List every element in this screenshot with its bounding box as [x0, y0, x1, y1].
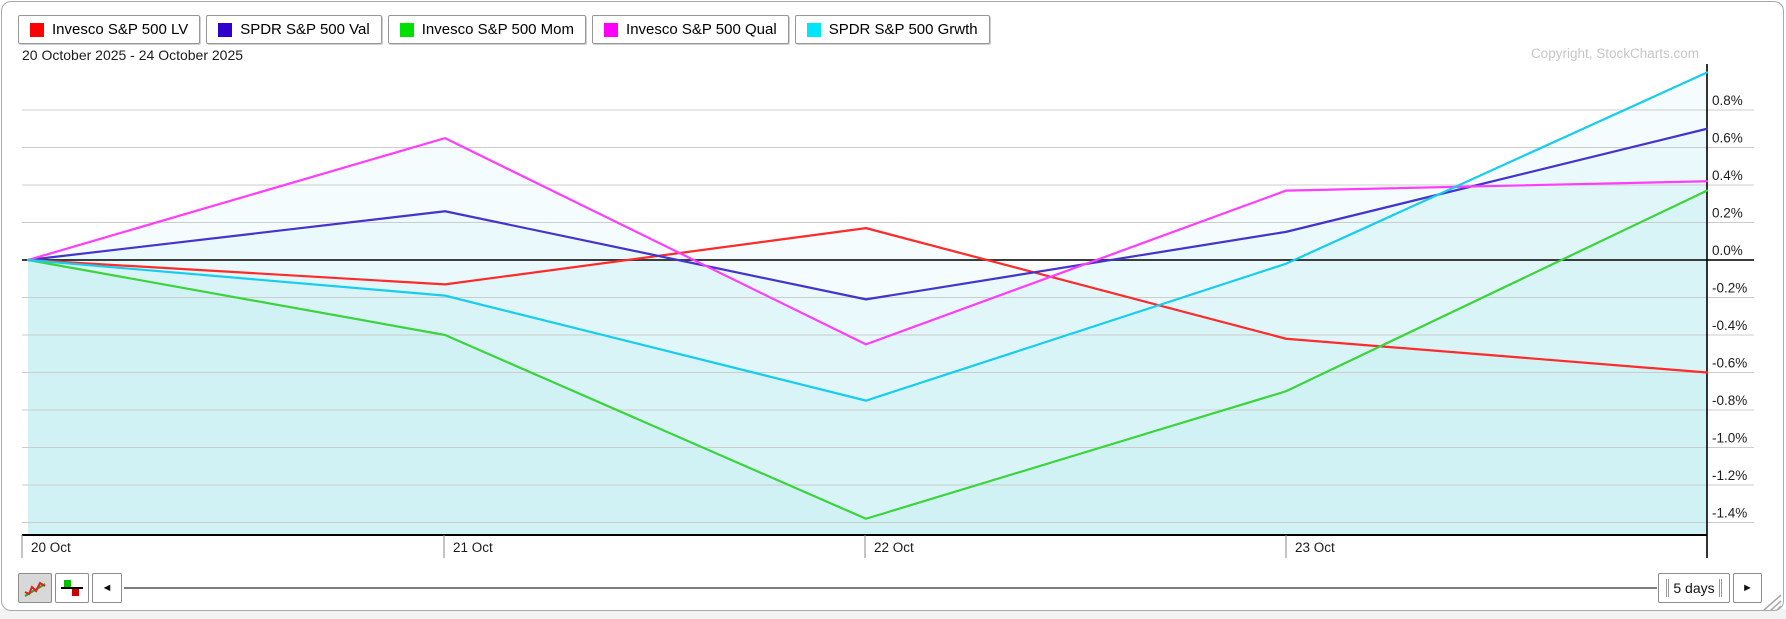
scroll-left-button[interactable]: ◄: [92, 573, 122, 603]
legend-item-label: SPDR S&P 500 Val: [240, 21, 370, 38]
legend-item-spdr-s-p-500-val[interactable]: SPDR S&P 500 Val: [206, 15, 382, 44]
x-axis-label: 23 Oct: [1295, 540, 1335, 555]
x-axis-label: 20 Oct: [31, 540, 71, 555]
scroll-right-button[interactable]: ►: [1733, 573, 1762, 603]
range-slider-thumb[interactable]: 5 days: [1658, 573, 1730, 603]
y-axis-label: 0.0%: [1712, 243, 1743, 258]
y-axis-label: 0.8%: [1712, 93, 1743, 108]
y-axis-label: 0.6%: [1712, 131, 1743, 146]
x-axis-label: 21 Oct: [453, 540, 493, 555]
series-fill-invesco-s-p-500-lv: [28, 228, 1707, 535]
y-axis-label: -0.6%: [1712, 356, 1747, 371]
legend-swatch-icon: [604, 22, 619, 37]
legend-item-spdr-s-p-500-grwth[interactable]: SPDR S&P 500 Grwth: [794, 15, 990, 44]
legend-item-label: Invesco S&P 500 LV: [52, 21, 189, 38]
y-axis-label: -0.2%: [1712, 281, 1747, 296]
legend-swatch-icon: [399, 22, 414, 37]
series-fill-spdr-s-p-500-grwth: [28, 72, 1707, 535]
legend-item-invesco-s-p-500-lv[interactable]: Invesco S&P 500 LV: [18, 15, 201, 44]
range-slider-track[interactable]: [124, 587, 1657, 589]
series-line-spdr-s-p-500-val: [26, 127, 1709, 301]
legend-item-invesco-s-p-500-qual[interactable]: Invesco S&P 500 Qual: [592, 15, 789, 44]
legend-item-invesco-s-p-500-mom[interactable]: Invesco S&P 500 Mom: [387, 15, 587, 44]
legend-swatch-icon: [30, 22, 44, 37]
series-fill-spdr-s-p-500-val: [28, 128, 1707, 535]
resize-handle-icon[interactable]: [1760, 591, 1782, 611]
thumb-grip-right: [1718, 579, 1722, 597]
legend-item-label: Invesco S&P 500 Mom: [421, 21, 575, 38]
y-axis-label: -0.4%: [1712, 318, 1747, 333]
y-axis-label: -1.0%: [1712, 431, 1747, 446]
y-axis-label: -1.2%: [1712, 468, 1747, 483]
series-fill-invesco-s-p-500-qual: [28, 138, 1707, 535]
histogram-mode-button[interactable]: [55, 573, 89, 603]
series-line-spdr-s-p-500-grwth: [26, 71, 1709, 402]
series-fill-invesco-s-p-500-mom: [28, 190, 1707, 535]
y-axis-label: -0.8%: [1712, 393, 1747, 408]
histogram-icon: [61, 580, 83, 596]
legend-swatch-icon: [806, 22, 821, 37]
x-axis-label: 22 Oct: [874, 540, 914, 555]
line-chart-icon: [24, 581, 46, 597]
legend-item-label: SPDR S&P 500 Grwth: [828, 21, 978, 38]
y-axis-label: -1.4%: [1712, 506, 1747, 521]
copyright-text: Copyright, StockCharts.com: [1530, 46, 1699, 61]
legend-swatch-icon: [218, 22, 233, 37]
line-mode-button[interactable]: [18, 573, 52, 603]
series-line-invesco-s-p-500-lv: [26, 227, 1709, 374]
series-line-invesco-s-p-500-mom: [26, 189, 1709, 520]
right-arrow-icon: ►: [1742, 582, 1753, 594]
legend-item-label: Invesco S&P 500 Qual: [626, 21, 777, 38]
y-axis-label: 0.2%: [1712, 206, 1743, 221]
date-range-title: 20 October 2025 - 24 October 2025: [22, 47, 244, 63]
thumb-grip-left: [1666, 579, 1670, 597]
page-background-strip: [0, 609, 1786, 619]
range-label: 5 days: [1673, 580, 1715, 596]
y-axis-label: 0.4%: [1712, 168, 1743, 183]
left-arrow-icon: ◄: [101, 582, 113, 594]
series-line-invesco-s-p-500-qual: [26, 137, 1709, 346]
legend: Invesco S&P 500 LV SPDR S&P 500 Val Invesc…: [18, 15, 990, 44]
